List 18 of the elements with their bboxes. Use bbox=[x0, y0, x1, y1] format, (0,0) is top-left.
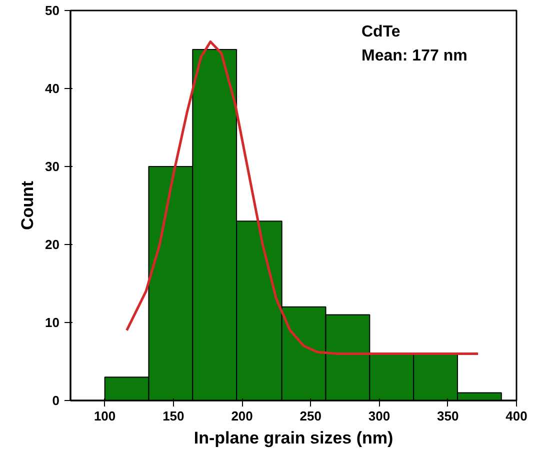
line-series bbox=[126, 40, 480, 355]
x-tick-label: 350 bbox=[437, 408, 459, 424]
x-tick-label: 150 bbox=[162, 408, 184, 424]
x-tick-label: 300 bbox=[368, 408, 390, 424]
y-axis-title: Count bbox=[18, 180, 38, 230]
x-tick-label: 400 bbox=[506, 408, 528, 424]
annotation: CdTe bbox=[362, 24, 400, 40]
y-tick-label: 10 bbox=[45, 315, 60, 330]
annotation: Mean: 177 nm bbox=[362, 48, 468, 64]
x-axis-title: In-plane grain sizes (nm) bbox=[194, 428, 394, 448]
x-tick-label: 100 bbox=[94, 408, 116, 424]
y-tick-label: 20 bbox=[45, 237, 60, 252]
x-tick-label: 250 bbox=[300, 408, 322, 424]
x-tick-label: 200 bbox=[231, 408, 253, 424]
y-tick-label: 30 bbox=[45, 159, 60, 174]
y-tick-label: 40 bbox=[45, 81, 60, 96]
y-tick-label: 50 bbox=[45, 3, 60, 18]
y-tick-label: 0 bbox=[52, 393, 60, 408]
